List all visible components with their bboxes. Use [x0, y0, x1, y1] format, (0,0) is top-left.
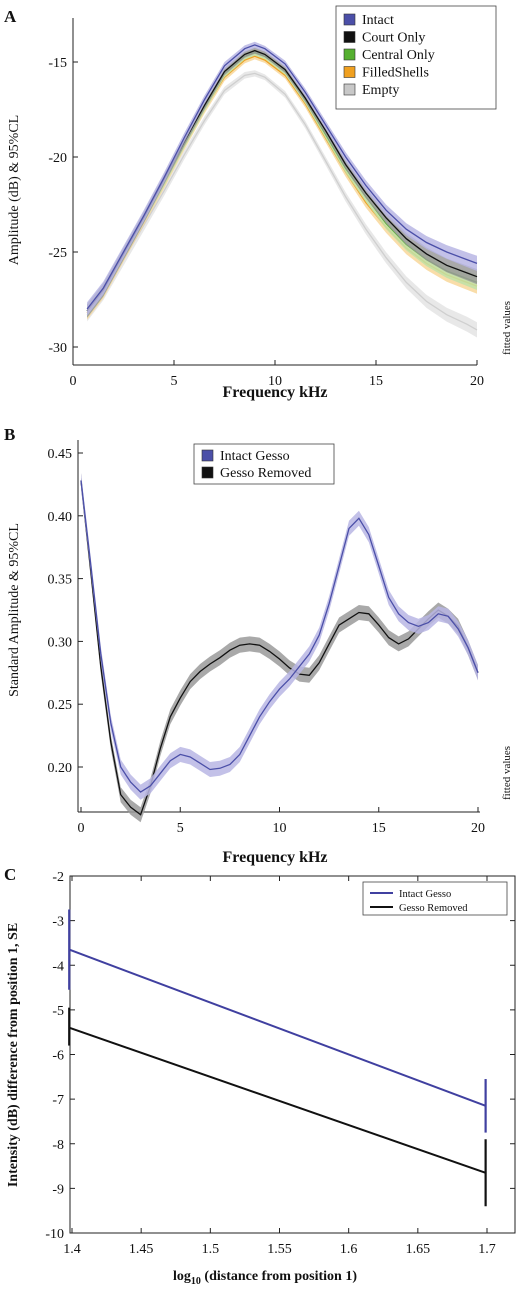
- legend: Intact Gesso Gesso Removed: [362, 881, 508, 916]
- x-tick-label: 1.55: [267, 1242, 292, 1257]
- ci-band-central-only: [87, 49, 477, 318]
- legend: Intact Court Only Central Only FilledShells…: [335, 5, 497, 110]
- legend-entry: Central Only: [362, 48, 435, 63]
- ci-band-filledshells: [87, 53, 477, 320]
- series-line-gesso-removed: [68, 1026, 486, 1174]
- y-tick-label: -4: [52, 959, 64, 974]
- y-tick-label: 0.40: [48, 510, 73, 525]
- y-tick-label: 0.45: [48, 447, 73, 462]
- panel-b: B 0.45 0.40 0.35 0.30 0.25 0.20 0 5 10 15 20 Frequen…: [4, 425, 513, 866]
- panel-letter-c: C: [4, 865, 16, 884]
- legend-swatch: [201, 466, 214, 479]
- legend-entry: FilledShells: [362, 66, 429, 81]
- x-tick-label: 1.7: [478, 1242, 496, 1257]
- y-tick-label: -30: [48, 341, 67, 356]
- side-note: fitted values: [501, 746, 513, 800]
- legend-swatch: [343, 83, 356, 96]
- x-axis-label: Frequency kHz: [222, 849, 327, 866]
- y-axis-label: Standard Amplitude & 95%CL: [7, 523, 22, 697]
- y-axis-label: Intensity (dB) difference from position …: [6, 923, 21, 1187]
- series-line-intact-gesso: [68, 948, 486, 1107]
- legend-box: [193, 443, 335, 485]
- legend-box: [335, 5, 497, 110]
- x-axis-label: Frequency kHz: [222, 384, 327, 401]
- y-tick-label: -7: [52, 1093, 64, 1108]
- x-axis-label-rest: (distance from position 1): [201, 1269, 357, 1284]
- legend-swatch: [343, 31, 356, 43]
- legend-entry: Court Only: [362, 31, 425, 46]
- legend-entry: Intact Gesso: [220, 449, 290, 464]
- legend-swatch: [343, 66, 356, 78]
- y-tick-label: -15: [48, 56, 67, 71]
- panel-c: C -2 -3 -4 -5 -6 -7 -8 -9 -101.4 1.45 1.5 1.55 1.6 1.6…: [4, 865, 516, 1287]
- x-tick-label: 0: [78, 821, 85, 836]
- x-axis-label: log10 (distance from position 1): [173, 1269, 357, 1287]
- x-tick-label: 15: [372, 821, 386, 836]
- ci-band-gesso-removed: [81, 473, 478, 823]
- x-tick-label: 10: [268, 374, 282, 389]
- y-tick-label: -5: [52, 1004, 64, 1019]
- x-tick-label: 5: [177, 821, 184, 836]
- x-tick-label: 0: [70, 374, 77, 389]
- x-tick-label: 5: [171, 374, 178, 389]
- x-tick-label: 1.6: [340, 1242, 358, 1257]
- ci-band-intact: [87, 41, 477, 316]
- legend-swatch: [343, 13, 356, 26]
- ci-band-empty: [87, 70, 477, 338]
- y-tick-label: -9: [52, 1182, 64, 1197]
- series-line-gesso-removed: [80, 480, 479, 816]
- y-tick-label: -25: [48, 246, 67, 261]
- panel-letter-b: B: [4, 425, 15, 444]
- legend-entry: Gesso Removed: [220, 466, 311, 481]
- x-tick-label: 1.45: [129, 1242, 154, 1257]
- plot-frame: [69, 875, 516, 1234]
- ci-band-court-only: [87, 47, 477, 318]
- side-note: fitted values: [501, 301, 513, 355]
- x-tick-label: 1.65: [406, 1242, 431, 1257]
- series-line-intact-gesso: [80, 480, 479, 793]
- y-tick-label: -3: [52, 915, 64, 930]
- y-tick-label: -10: [45, 1227, 64, 1242]
- legend-swatch: [201, 449, 214, 462]
- series-line-intact: [86, 44, 478, 310]
- x-tick-label: 10: [273, 821, 287, 836]
- series-line-empty: [86, 72, 478, 331]
- y-tick-label: 0.30: [48, 635, 73, 650]
- x-axis-label-sub: 10: [191, 1276, 201, 1287]
- legend-entry: Intact: [362, 13, 394, 28]
- x-tick-label: 20: [470, 374, 484, 389]
- panel-letter-a: A: [4, 7, 17, 26]
- y-tick-label: 0.35: [48, 573, 73, 588]
- y-tick-label: -8: [52, 1138, 64, 1153]
- x-axis-label-main: log: [173, 1269, 191, 1284]
- x-tick-label: 1.4: [63, 1242, 81, 1257]
- y-tick-label: -2: [52, 870, 64, 885]
- legend-box: [362, 881, 508, 916]
- y-tick-label: -20: [48, 151, 67, 166]
- y-tick-label: 0.25: [48, 698, 73, 713]
- ci-band-intact-gesso: [81, 473, 478, 800]
- y-axis-label: Amplitude (dB) & 95%CL: [7, 115, 22, 266]
- legend-swatch: [343, 48, 356, 61]
- legend-entry: Empty: [362, 83, 399, 98]
- x-tick-label: 20: [471, 821, 485, 836]
- x-tick-label: 1.5: [202, 1242, 220, 1257]
- y-tick-label: 0.20: [48, 761, 73, 776]
- legend: Intact Gesso Gesso Removed: [193, 443, 335, 485]
- panel-a: A -15 -20 -25 -30 0 5 10 15 20 Frequency kHz Amplit…: [4, 5, 513, 401]
- x-tick-label: 15: [369, 374, 383, 389]
- legend-entry: Intact Gesso: [399, 889, 451, 900]
- legend-entry: Gesso Removed: [399, 903, 468, 914]
- y-tick-label: -6: [52, 1049, 64, 1064]
